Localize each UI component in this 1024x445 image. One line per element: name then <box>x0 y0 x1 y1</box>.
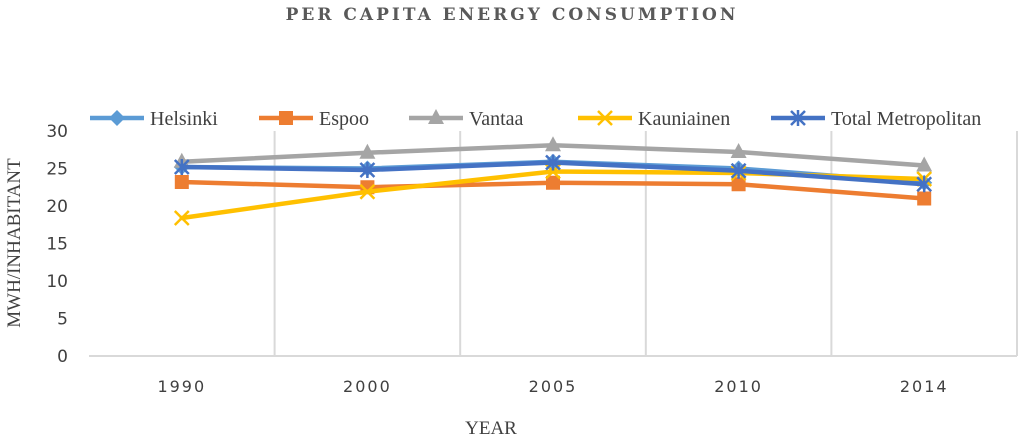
legend: Helsinki Espoo Vantaa Kauniainen Total Metro… <box>90 108 981 130</box>
data-point <box>730 162 747 179</box>
data-point <box>359 143 376 159</box>
legend-item: Total Metropolitan <box>771 108 981 130</box>
y-tick-label: 0 <box>57 347 68 367</box>
legend-label: Espoo <box>319 108 369 130</box>
data-point <box>546 175 560 190</box>
data-point <box>916 176 933 193</box>
legend-item: Espoo <box>259 108 369 130</box>
legend-item: Vantaa <box>409 108 524 130</box>
series-group <box>173 136 933 226</box>
data-point <box>790 110 806 126</box>
data-point <box>545 154 561 171</box>
data-point <box>597 110 613 126</box>
x-axis: 1990 2000 2005 2010 2014 <box>157 377 949 396</box>
legend-label: Helsinki <box>150 108 218 130</box>
y-tick-label: 15 <box>46 235 68 255</box>
x-tick-label: 1990 <box>157 377 206 396</box>
legend-label: Kauniainen <box>638 108 730 130</box>
data-point <box>109 110 125 126</box>
y-axis: 0 5 10 15 20 25 30 <box>46 122 68 367</box>
legend-label: Vantaa <box>469 108 524 130</box>
data-point <box>359 183 376 200</box>
y-tick-label: 10 <box>46 272 68 292</box>
data-point <box>279 111 293 125</box>
data-point <box>174 175 189 189</box>
series-kauniainen <box>173 163 933 226</box>
y-tick-label: 25 <box>46 160 68 180</box>
data-point <box>916 156 933 172</box>
y-tick-label: 5 <box>57 310 68 330</box>
x-axis-title: YEAR <box>465 418 517 439</box>
legend-item: Helsinki <box>90 108 218 130</box>
data-point <box>545 136 561 152</box>
x-tick-label: 2005 <box>529 377 578 396</box>
series-total-metropolitan <box>173 154 933 193</box>
chart-title: PER CAPITA ENERGY CONSUMPTION <box>286 5 739 25</box>
y-tick-label: 30 <box>46 122 68 142</box>
series-vantaa <box>173 136 933 172</box>
data-point <box>173 159 190 175</box>
data-point <box>917 191 932 206</box>
legend-label: Total Metropolitan <box>831 108 981 130</box>
data-point <box>173 210 190 226</box>
x-tick-label: 2014 <box>900 377 949 396</box>
x-tick-label: 2000 <box>343 377 392 396</box>
data-point <box>730 143 747 158</box>
x-tick-label: 2010 <box>714 377 763 396</box>
legend-item: Kauniainen <box>578 108 730 130</box>
data-point <box>359 162 376 178</box>
data-point <box>731 177 746 192</box>
data-point <box>428 109 444 124</box>
y-tick-label: 20 <box>46 197 68 217</box>
y-axis-title: MWH/INHABITANT <box>4 158 25 328</box>
